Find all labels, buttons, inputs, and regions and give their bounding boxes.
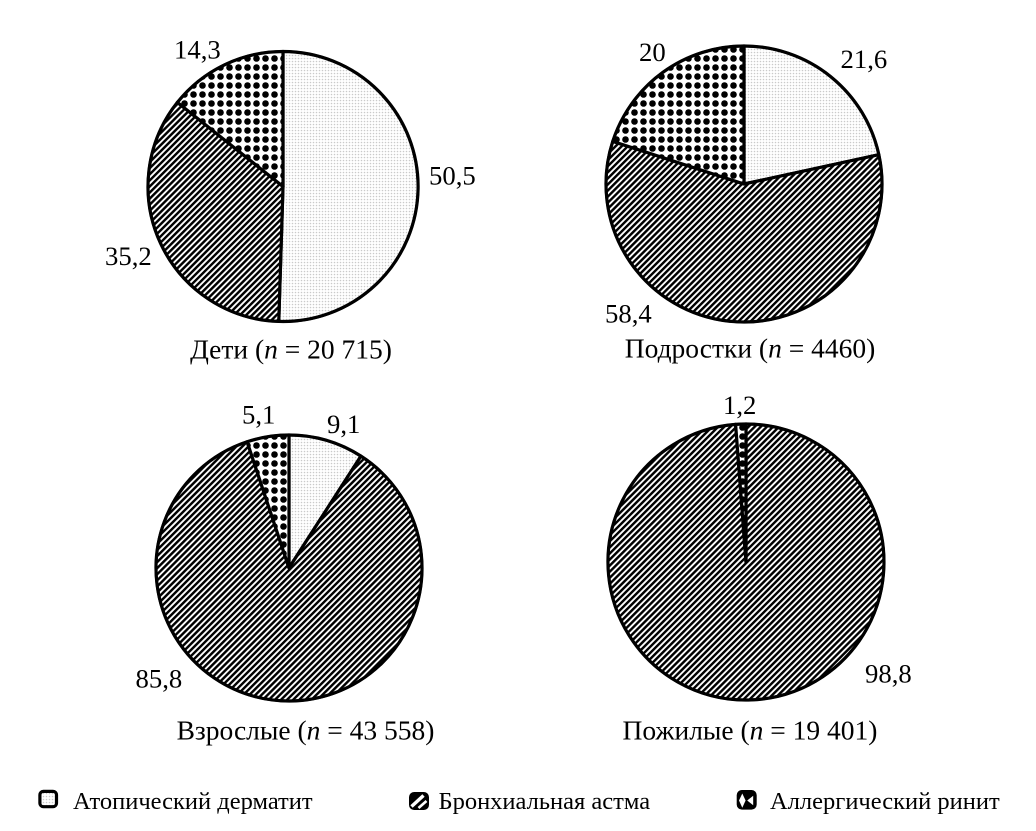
svg-text:98,8: 98,8	[865, 659, 912, 689]
svg-text:Аллергический ринит: Аллергический ринит	[770, 788, 1000, 815]
svg-text:Пожилые (n = 19 401): Пожилые (n = 19 401)	[623, 715, 878, 746]
svg-text:20: 20	[639, 37, 666, 67]
svg-text:85,8: 85,8	[136, 664, 183, 694]
svg-text:Дети (n = 20 715): Дети (n = 20 715)	[190, 334, 392, 365]
svg-text:Бронхиальная астма: Бронхиальная астма	[439, 788, 651, 815]
svg-text:14,3: 14,3	[174, 35, 221, 65]
svg-text:Атопический дерматит: Атопический дерматит	[73, 788, 313, 815]
svg-text:1,2: 1,2	[723, 390, 756, 420]
svg-text:Подростки (n = 4460): Подростки (n = 4460)	[625, 333, 876, 364]
svg-text:5,1: 5,1	[242, 400, 275, 430]
svg-text:35,2: 35,2	[105, 241, 152, 271]
svg-text:21,6: 21,6	[841, 44, 888, 74]
svg-text:9,1: 9,1	[327, 409, 360, 439]
svg-text:Взрослые (n = 43 558): Взрослые (n = 43 558)	[177, 715, 435, 746]
svg-text:50,5: 50,5	[429, 160, 476, 190]
svg-text:58,4: 58,4	[605, 298, 652, 328]
